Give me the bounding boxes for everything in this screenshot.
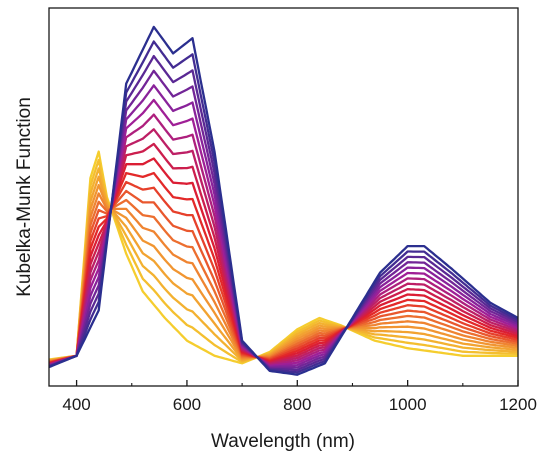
- spectrum-line: [48, 192, 519, 363]
- spectrum-line: [48, 69, 519, 370]
- spectrum-line: [48, 150, 518, 365]
- spectrum-line: [48, 158, 519, 364]
- x-tick-label: 800: [283, 395, 311, 414]
- y-axis-title: Kubelka-Munk Function: [14, 97, 35, 297]
- x-tick-label: 600: [173, 395, 201, 414]
- spectrum-line: [48, 98, 519, 368]
- x-tick-label: 400: [62, 395, 90, 414]
- spectrum-line: [48, 25, 519, 376]
- plot-frame: [48, 7, 519, 387]
- spectrum-line: [48, 142, 519, 366]
- spectrum-line: [48, 175, 519, 362]
- x-axis-title: Wavelength (nm): [211, 431, 355, 452]
- spectrum-line: [48, 198, 519, 364]
- spectrum-line: [48, 189, 519, 364]
- x-tick-label: 1000: [389, 395, 427, 414]
- spectrum-line: [48, 167, 519, 363]
- spectrum-line: [48, 40, 519, 374]
- spectrum-line: [48, 157, 519, 365]
- spectrum-line: [48, 171, 519, 365]
- spectrum-line: [48, 54, 519, 372]
- spectrum-line: [48, 180, 519, 364]
- series-layer: [48, 25, 519, 376]
- spectrum-line: [48, 84, 519, 369]
- spectrum-line: [48, 183, 519, 363]
- x-tick-label: 1200: [499, 395, 537, 414]
- tick-layer: 400 600 800 1000 1200: [62, 380, 537, 414]
- spectrum-line: [48, 113, 519, 367]
- spectrum-line: [48, 128, 519, 366]
